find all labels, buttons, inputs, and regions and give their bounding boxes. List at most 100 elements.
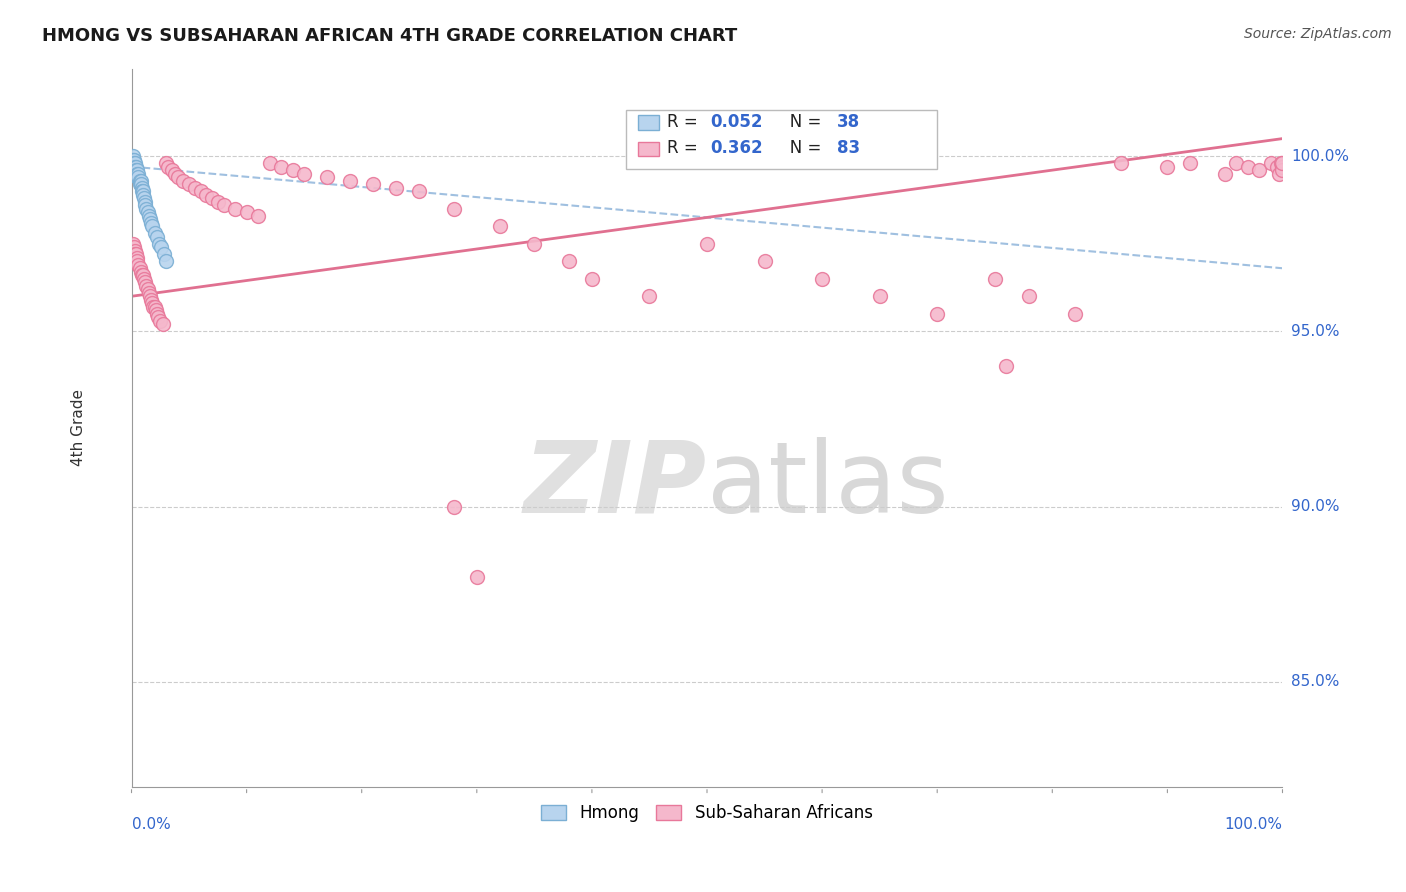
Point [558,254,581,268]
Point [134,194,156,209]
Point [1018,289,1040,303]
Point [339,174,361,188]
Text: R =: R = [666,113,703,131]
Bar [638,115,658,129]
Point [122,160,145,174]
Point [134,191,156,205]
Point [127,254,149,268]
Point [127,251,149,265]
Point [149,314,172,328]
Point [247,209,270,223]
Point [1237,160,1260,174]
Point [129,174,152,188]
Text: R =: R = [666,138,703,156]
Point [125,163,148,178]
Point [134,198,156,212]
Point [638,289,661,303]
Point [157,160,180,174]
Point [1064,307,1087,321]
Point [270,160,292,174]
Point [995,359,1018,374]
FancyBboxPatch shape [627,111,938,169]
Point [138,285,160,300]
Text: 0.0%: 0.0% [132,817,170,832]
Legend: Hmong, Sub-Saharan Africans: Hmong, Sub-Saharan Africans [534,797,879,829]
Point [122,156,145,170]
Text: 90.0%: 90.0% [1291,499,1340,514]
Point [125,160,148,174]
Point [811,272,834,286]
Point [121,153,143,167]
Text: Source: ZipAtlas.com: Source: ZipAtlas.com [1244,27,1392,41]
Point [155,254,177,268]
Point [443,202,465,216]
Point [146,229,169,244]
Point [361,177,384,191]
Point [127,167,149,181]
Point [1156,160,1178,174]
Text: atlas: atlas [707,437,949,533]
Point [124,247,146,261]
Point [385,180,408,194]
Point [1271,156,1294,170]
Point [132,268,155,283]
Point [1268,167,1291,181]
Point [139,293,162,307]
Point [124,244,146,258]
Point [131,180,153,194]
Text: 38: 38 [837,113,860,131]
Point [127,258,149,272]
Point [1180,156,1202,170]
Point [128,261,150,276]
Point [408,184,430,198]
Point [134,275,156,289]
Point [281,163,304,178]
Point [184,180,207,194]
Point [465,569,488,583]
Point [143,226,166,240]
Point [224,202,246,216]
Point [869,289,891,303]
Point [160,163,183,178]
Point [1265,160,1288,174]
Point [132,187,155,202]
Point [129,265,152,279]
Point [983,272,1005,286]
Point [127,170,149,185]
Point [150,240,173,254]
Point [207,194,229,209]
Point [155,156,177,170]
Point [166,170,188,185]
Point [135,202,157,216]
Point [235,205,257,219]
Point [152,318,174,332]
Point [146,307,169,321]
Point [125,247,148,261]
Point [131,268,153,283]
Point [1271,163,1294,178]
Point [124,156,146,170]
Point [139,289,162,303]
Text: 100.0%: 100.0% [1291,149,1348,163]
Text: N =: N = [773,113,827,131]
Point [127,163,149,178]
Bar [638,142,658,156]
Point [122,240,145,254]
Point [1271,160,1294,174]
Point [142,300,165,314]
Point [172,174,194,188]
Point [148,236,170,251]
Point [136,282,159,296]
Text: 100.0%: 100.0% [1225,817,1282,832]
Text: ZIP: ZIP [524,437,707,533]
Point [195,187,218,202]
Point [143,300,166,314]
Point [523,236,546,251]
Point [696,236,718,251]
Text: N =: N = [773,138,827,156]
Point [177,177,200,191]
Point [127,170,149,185]
Point [135,278,157,293]
Point [134,272,156,286]
Point [1225,156,1247,170]
